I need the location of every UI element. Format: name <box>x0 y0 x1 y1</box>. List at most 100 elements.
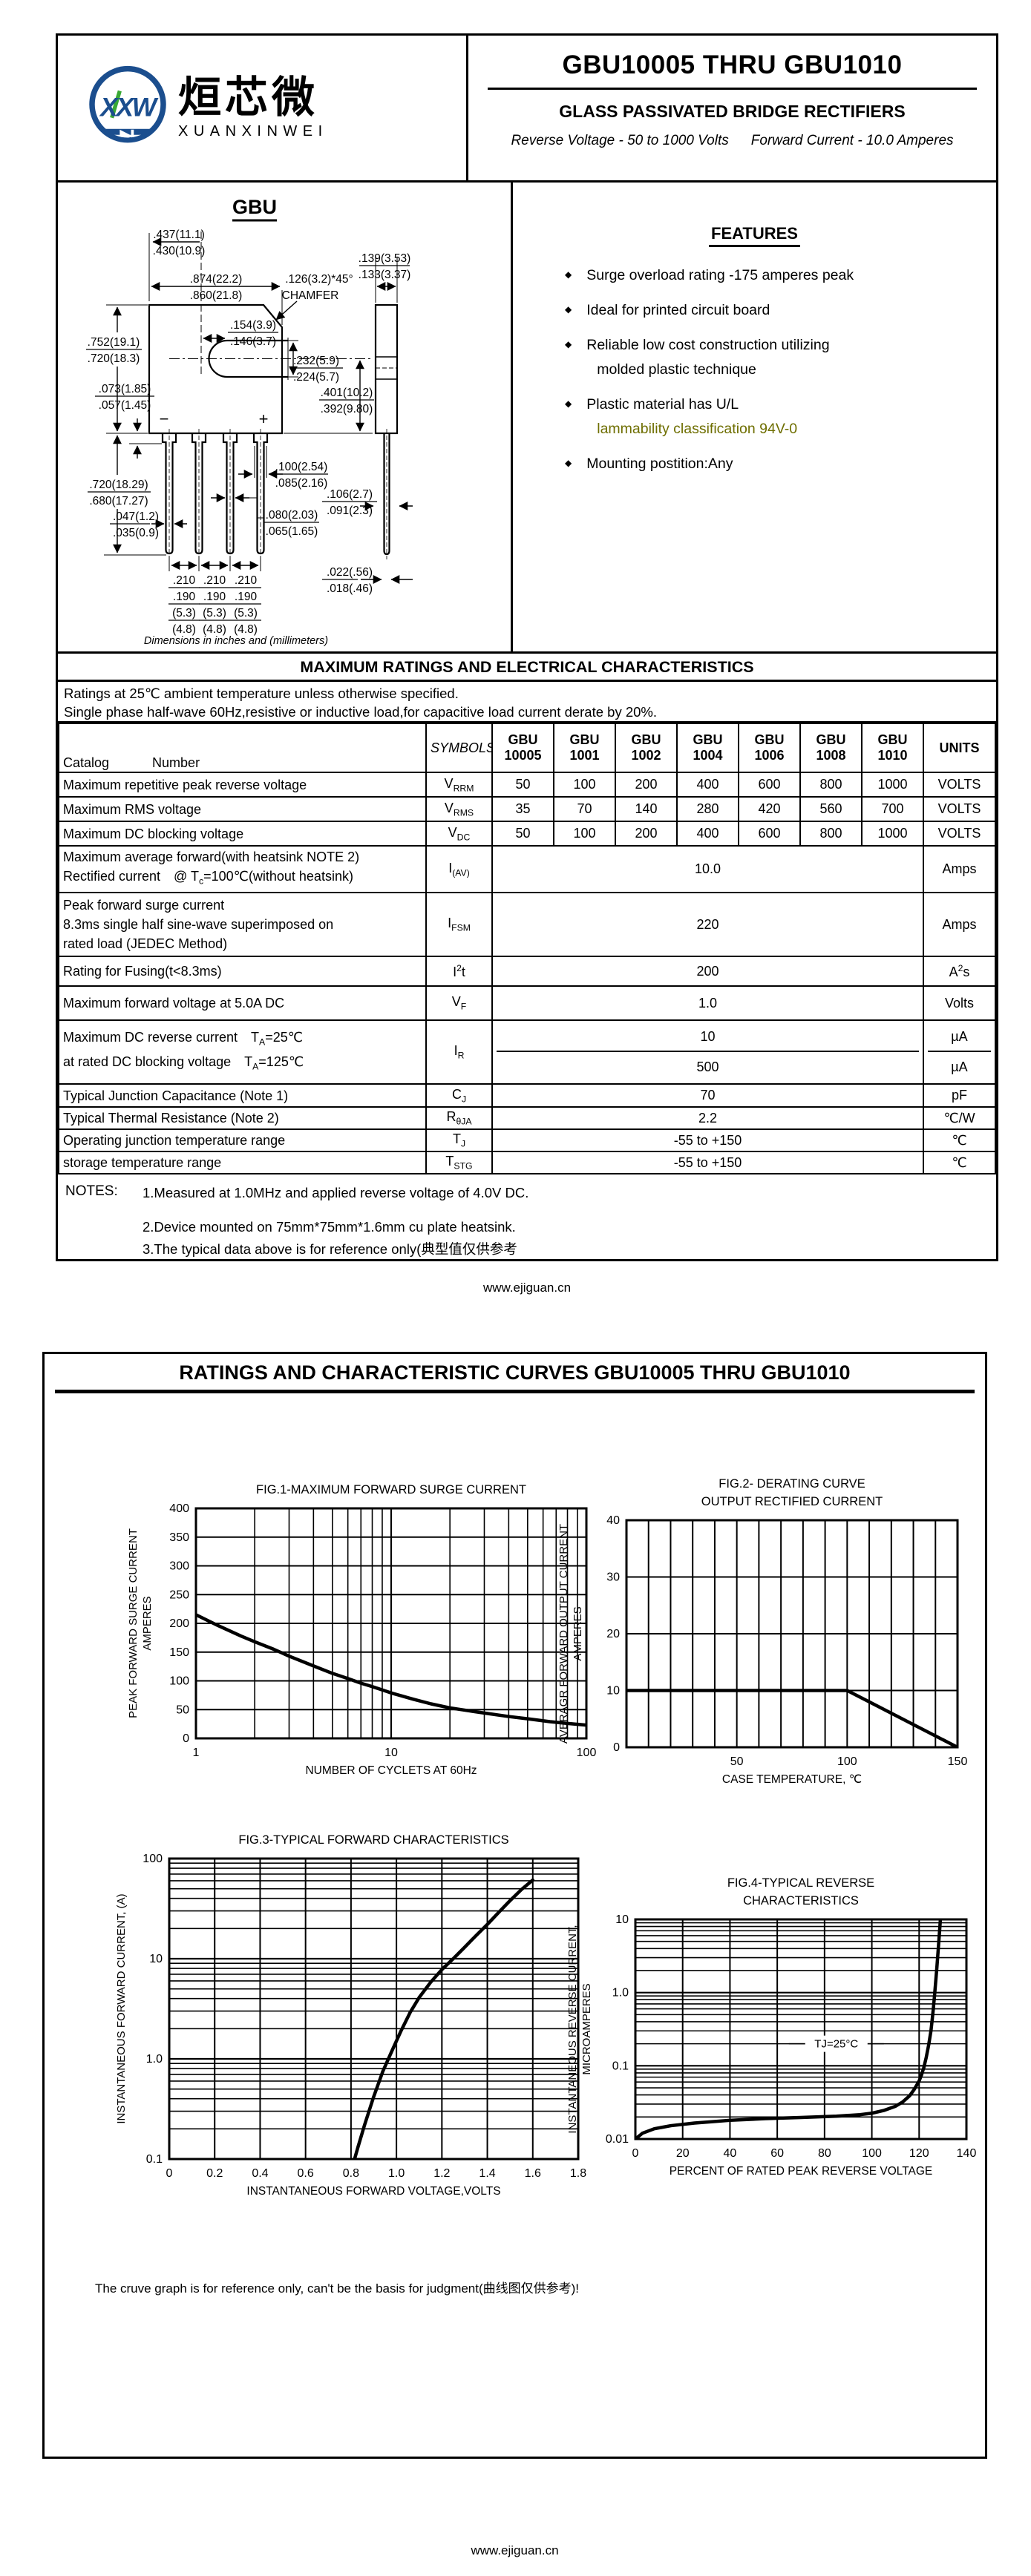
dim-label: (4.8) <box>172 623 196 636</box>
table-row: Peak forward surge current 8.3ms single h… <box>58 892 996 957</box>
svg-text:30: 30 <box>606 1571 620 1584</box>
svg-text:OUTPUT RECTIFIED CURRENT: OUTPUT RECTIFIED CURRENT <box>701 1495 883 1508</box>
middle-section: GBU <box>58 183 996 654</box>
feature-text: Plastic material has U/L <box>586 396 739 413</box>
dim-label: .035(0.9) <box>113 527 159 539</box>
brand-english: XUANXINWEI <box>178 123 328 140</box>
svg-text:10: 10 <box>384 1747 398 1759</box>
table-row: Typical Junction Capacitance (Note 1) CJ 7… <box>58 1083 996 1108</box>
dim-label: .106(2.7) <box>327 488 373 501</box>
svg-text:1.4: 1.4 <box>479 2167 495 2180</box>
ratings-table: Catalog Number SYMBOLS GBU 10005 GBU 1001 GBU 10… <box>58 723 996 1174</box>
dim-label: .080(2.03) <box>266 509 318 522</box>
dim-label: .437(11.1) <box>153 229 205 241</box>
package-drawing-panel: GBU <box>58 183 513 652</box>
package-drawing: GBU <box>85 196 413 647</box>
svg-text:0.4: 0.4 <box>252 2167 268 2180</box>
curves-disclaimer: The cruve graph is for reference only, c… <box>95 2281 580 2296</box>
features-panel: FEATURES ◆ Surge overload rating -175 amp… <box>513 183 996 651</box>
dim-label: .430(10.9) <box>153 245 206 257</box>
condition-line: Ratings at 25℃ ambient temperature unles… <box>64 686 459 702</box>
svg-text:100: 100 <box>837 1755 857 1768</box>
svg-text:1.0: 1.0 <box>612 1987 629 2000</box>
logo: XXW 烜芯微 XUANXINWEI <box>58 36 468 181</box>
svg-text:1.6: 1.6 <box>525 2167 541 2180</box>
svg-text:CHARACTERISTICS: CHARACTERISTICS <box>743 1894 859 1908</box>
dim-label: .752(19.1) <box>88 336 140 349</box>
features-title: FEATURES <box>513 224 996 248</box>
diamond-bullet-icon: ◆ <box>565 269 572 280</box>
note-item: 1.Measured at 1.0MHz and applied reverse… <box>143 1185 529 1200</box>
dim-label: (5.3) <box>172 607 196 620</box>
dim-label: .057(1.45) <box>99 399 151 412</box>
title-rule <box>488 88 977 90</box>
svg-text:INSTANTANEOUS FORWARD CURRENT,: INSTANTANEOUS FORWARD CURRENT, (A) <box>115 1893 128 2123</box>
svg-text:50: 50 <box>730 1755 744 1768</box>
feature-text: molded plastic technique <box>597 361 756 378</box>
dim-label: .210 <box>203 574 226 587</box>
page-subtitle: GLASS PASSIVATED BRIDGE RECTIFIERS <box>559 102 906 121</box>
svg-text:0.1: 0.1 <box>612 2060 629 2072</box>
chart-fig1: 400 350 300 250 200 150 100 50 0 1 10 100 FIG.1-MAXI… <box>125 1479 600 1787</box>
dim-label: .100(2.54) <box>275 461 328 473</box>
extension-lines <box>104 233 398 572</box>
dim-label: .190 <box>203 591 226 603</box>
dim-label: .022(.56) <box>327 566 373 579</box>
page-title: GBU10005 THRU GBU1010 <box>562 50 903 79</box>
centerlines <box>168 231 397 560</box>
table-row: Operating junction temperature range TJ -5… <box>58 1128 996 1152</box>
dim-label: (5.3) <box>203 607 226 620</box>
feature-text: Reliable low cost construction utilizing <box>586 337 830 354</box>
svg-text:0: 0 <box>613 1741 620 1754</box>
svg-text:NUMBER OF CYCLETS AT 60Hz: NUMBER OF CYCLETS AT 60Hz <box>305 1764 477 1777</box>
svg-text:FIG.1-MAXIMUM FORWARD SURGE CU: FIG.1-MAXIMUM FORWARD SURGE CURRENT <box>256 1483 526 1496</box>
dim-label: .210 <box>173 574 196 587</box>
svg-text:0.2: 0.2 <box>206 2167 223 2180</box>
svg-text:40: 40 <box>606 1514 620 1527</box>
svg-text:350: 350 <box>169 1531 189 1544</box>
svg-text:1.0: 1.0 <box>146 2053 163 2066</box>
svg-text:300: 300 <box>169 1560 189 1573</box>
dim-label: .133(3.37) <box>359 269 411 281</box>
svg-text:20: 20 <box>606 1628 620 1640</box>
dim-label: .224(5.7) <box>293 371 339 384</box>
svg-text:AVERAGR FORWARD OUTPUT CURRE: AVERAGR FORWARD OUTPUT CURRENT <box>557 1524 570 1744</box>
svg-text:400: 400 <box>169 1502 189 1515</box>
feature-item: ◆ Mounting postition:Any <box>565 454 981 473</box>
dim-label: .720(18.3) <box>88 352 140 365</box>
page2-footer-url: www.ejiguan.cn <box>471 2543 559 2557</box>
svg-text:0.6: 0.6 <box>298 2167 314 2180</box>
feature-text: Ideal for printed circuit board <box>586 302 770 319</box>
dim-label: .874(22.2) <box>190 273 243 286</box>
curves-title: RATINGS AND CHARACTERISTIC CURVES GBU100… <box>179 1361 851 1384</box>
notes-section: NOTES: 1.Measured at 1.0MHz and applied … <box>58 1174 996 1259</box>
svg-text:50: 50 <box>176 1703 189 1716</box>
diamond-bullet-icon: ◆ <box>565 458 572 469</box>
chart-fig4: TJ=25°C 10 1.0 0.1 0.01 0 20 40 60 80 100 120 140 FIG… <box>564 1872 980 2187</box>
dim-label: .085(2.16) <box>275 477 328 490</box>
header: XXW 烜芯微 XUANXINWEI GBU10005 THRU GBU1010… <box>58 36 996 183</box>
feature-item: ◆ Reliable low cost construction utilizin… <box>565 335 981 379</box>
dim-label: .018(.46) <box>327 582 373 595</box>
company-logo-icon: XXW <box>89 65 166 143</box>
dim-label: .232(5.9) <box>293 355 339 367</box>
svg-text:200: 200 <box>169 1617 189 1630</box>
title-block: GBU10005 THRU GBU1010 GLASS PASSIVATED B… <box>468 36 996 180</box>
dim-label: (4.8) <box>203 623 226 636</box>
forward-current-spec: Forward Current - 10.0 Amperes <box>750 133 954 148</box>
table-row: Maximum DC reverse current TA=25℃ at rate… <box>58 1019 996 1085</box>
datasheet-page-2: RATINGS AND CHARACTERISTIC CURVES GBU100… <box>42 1352 987 2459</box>
dim-label: .154(3.9) <box>230 319 276 332</box>
chart-fig2: 40 30 20 10 0 50 100 150 FIG.2- DERATING CURVE OU… <box>555 1473 971 1795</box>
table-row: Maximum RMS voltage VRMS 35 70 140 280 420 560 7… <box>58 796 996 823</box>
svg-text:0: 0 <box>632 2147 639 2160</box>
svg-text:1: 1 <box>193 1747 200 1759</box>
dimension-arrows <box>113 237 413 585</box>
table-header-row: Catalog Number SYMBOLS GBU 10005 GBU 1001 GBU 10… <box>58 723 996 774</box>
dim-label: .073(1.85) <box>99 383 151 395</box>
table-row: Typical Thermal Resistance (Note 2) RθJA 2… <box>58 1106 996 1130</box>
svg-text:0: 0 <box>183 1732 189 1745</box>
polarity-plus: + <box>259 410 269 428</box>
svg-text:PEAK FORWARD SURGE CURRENT: PEAK FORWARD SURGE CURRENT <box>127 1528 140 1718</box>
svg-text:FIG.3-TYPICAL FORWARD CHARACTE: FIG.3-TYPICAL FORWARD CHARACTERISTICS <box>238 1833 508 1847</box>
